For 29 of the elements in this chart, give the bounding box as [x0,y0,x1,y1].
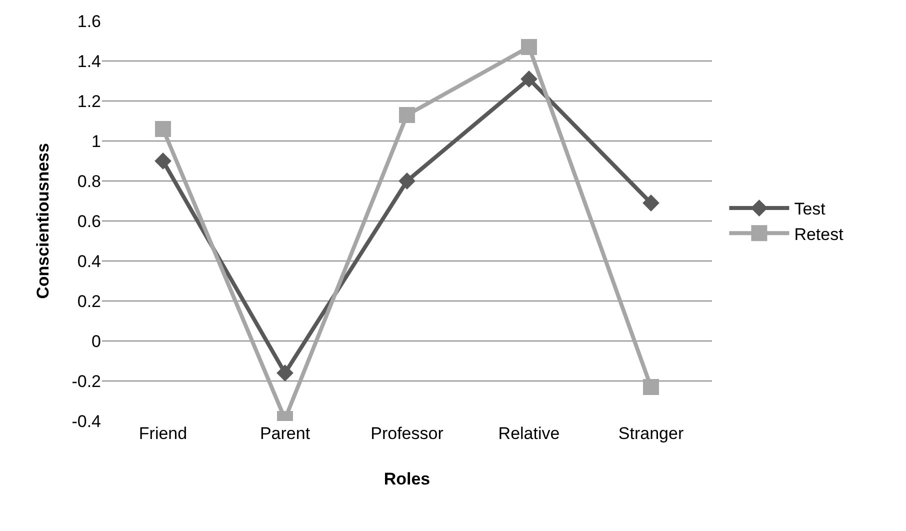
y-tick-label: -0.4 [72,412,101,431]
x-tick-label: Parent [260,424,310,443]
y-tick-label: 0.6 [77,212,101,231]
point [642,194,660,212]
point [155,121,171,137]
point [276,364,294,382]
x-tick-label: Relative [498,424,560,443]
y-tick-label: 1.4 [77,52,101,71]
y-tick-label: 1 [92,132,101,151]
y-tick-label: 1.6 [77,12,101,31]
legend-label: Test [794,200,826,219]
y-tick-label: -0.2 [72,372,101,391]
y-tick-label: 0.4 [77,252,101,271]
y-tick-label: 0.8 [77,172,101,191]
point [398,172,416,190]
point [521,39,537,55]
x-axis-title: Roles [384,469,430,488]
y-tick-label: 1.2 [77,92,101,111]
point [154,152,172,170]
point [399,107,415,123]
point [520,70,538,88]
y-tick-label: 0.2 [77,292,101,311]
y-axis-title: Conscientiousness [33,143,52,299]
point [643,379,659,395]
x-tick-label: Professor [370,424,444,443]
y-tick-label: 0 [92,332,101,351]
x-tick-label: Stranger [618,424,684,443]
legend-label: Retest [794,224,844,244]
x-tick-label: Friend [138,424,188,443]
